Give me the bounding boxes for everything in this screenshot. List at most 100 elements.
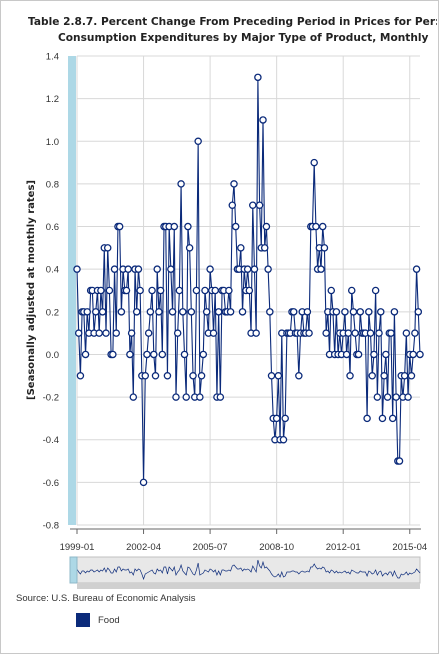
data-point[interactable] — [375, 329, 383, 337]
data-point[interactable] — [187, 308, 196, 316]
data-point[interactable] — [388, 414, 397, 423]
data-point[interactable] — [155, 308, 163, 316]
data-point[interactable] — [370, 350, 378, 359]
y-scrollbar[interactable] — [68, 56, 76, 525]
data-point[interactable] — [351, 329, 359, 337]
data-point[interactable] — [74, 329, 83, 337]
data-point[interactable] — [255, 201, 264, 209]
data-point[interactable] — [153, 265, 161, 273]
data-point[interactable] — [392, 393, 400, 401]
data-point[interactable] — [332, 308, 341, 316]
data-point[interactable] — [341, 308, 349, 316]
data-point[interactable] — [141, 372, 150, 380]
data-point[interactable] — [279, 435, 288, 444]
data-point[interactable] — [110, 265, 119, 273]
data-point[interactable] — [124, 265, 132, 273]
data-point[interactable] — [102, 329, 110, 337]
data-point[interactable] — [390, 308, 399, 316]
navigator-left-handle[interactable] — [69, 556, 78, 584]
data-point[interactable] — [216, 393, 225, 401]
data-point[interactable] — [289, 308, 298, 316]
data-point[interactable] — [167, 265, 175, 273]
data-point[interactable] — [170, 222, 179, 231]
data-point[interactable] — [380, 372, 388, 380]
data-point[interactable] — [322, 329, 330, 337]
data-point[interactable] — [363, 414, 371, 423]
data-point[interactable] — [172, 393, 180, 401]
data-point[interactable] — [231, 222, 240, 231]
data-point[interactable] — [151, 372, 160, 380]
data-point[interactable] — [266, 308, 274, 316]
data-point[interactable] — [206, 265, 214, 273]
data-point[interactable] — [412, 265, 421, 273]
data-point[interactable] — [177, 180, 185, 188]
data-point[interactable] — [83, 308, 91, 316]
data-point[interactable] — [122, 286, 131, 295]
data-point[interactable] — [395, 457, 404, 465]
data-point[interactable] — [378, 414, 387, 423]
data-point[interactable] — [320, 244, 329, 252]
data-point[interactable] — [225, 286, 233, 295]
data-point[interactable] — [262, 222, 271, 231]
data-point[interactable] — [73, 265, 81, 273]
data-point[interactable] — [163, 372, 172, 380]
navigator-track[interactable] — [76, 556, 421, 584]
data-point[interactable] — [245, 286, 254, 295]
data-point[interactable] — [92, 308, 100, 316]
data-point[interactable] — [250, 265, 259, 273]
data-point[interactable] — [173, 329, 182, 337]
data-point[interactable] — [409, 350, 417, 359]
data-point[interactable] — [112, 329, 121, 337]
data-point[interactable] — [158, 350, 167, 359]
data-point[interactable] — [267, 372, 276, 380]
legend[interactable]: Food — [76, 612, 120, 628]
data-point[interactable] — [347, 286, 356, 295]
data-point[interactable] — [115, 222, 124, 231]
data-point[interactable] — [414, 308, 423, 316]
data-point[interactable] — [356, 308, 365, 316]
data-point[interactable] — [197, 372, 206, 380]
data-point[interactable] — [249, 201, 257, 209]
data-point[interactable] — [126, 350, 134, 359]
data-point[interactable] — [252, 329, 260, 337]
data-point[interactable] — [103, 244, 112, 252]
data-point[interactable] — [211, 286, 219, 295]
data-point[interactable] — [95, 329, 103, 337]
data-point[interactable] — [416, 350, 424, 359]
data-point[interactable] — [150, 350, 158, 359]
data-point[interactable] — [310, 158, 318, 167]
data-point[interactable] — [238, 308, 247, 316]
data-point[interactable] — [243, 265, 252, 273]
data-point[interactable] — [189, 372, 197, 380]
data-point[interactable] — [383, 393, 392, 401]
data-point[interactable] — [76, 372, 85, 380]
data-point[interactable] — [201, 286, 209, 295]
data-point[interactable] — [260, 244, 269, 252]
data-point[interactable] — [382, 350, 390, 359]
data-point[interactable] — [139, 478, 148, 487]
data-point[interactable] — [295, 372, 303, 380]
data-point[interactable] — [402, 329, 411, 337]
data-point[interactable] — [192, 286, 201, 295]
data-point[interactable] — [305, 329, 313, 337]
data-point[interactable] — [81, 350, 90, 359]
data-point[interactable] — [146, 308, 155, 316]
data-point[interactable] — [354, 350, 363, 359]
data-point[interactable] — [168, 308, 177, 316]
navigator-scrollbar[interactable] — [77, 583, 420, 589]
data-point[interactable] — [274, 372, 283, 380]
data-point[interactable] — [387, 329, 395, 337]
data-point[interactable] — [202, 308, 211, 316]
data-point[interactable] — [281, 414, 289, 423]
data-point[interactable] — [185, 244, 194, 252]
data-point[interactable] — [407, 372, 416, 380]
data-point[interactable] — [214, 308, 223, 316]
data-point[interactable] — [129, 393, 138, 401]
data-point[interactable] — [230, 180, 238, 188]
data-point[interactable] — [179, 308, 187, 316]
data-point[interactable] — [344, 329, 353, 337]
data-point[interactable] — [237, 244, 245, 252]
data-point[interactable] — [134, 265, 143, 273]
data-point[interactable] — [342, 350, 351, 359]
data-point[interactable] — [143, 350, 151, 359]
